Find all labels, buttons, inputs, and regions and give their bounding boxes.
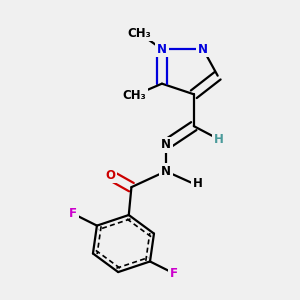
Text: N: N [161, 138, 171, 151]
Text: F: F [170, 267, 178, 280]
Text: O: O [105, 169, 115, 182]
Text: N: N [161, 165, 171, 178]
Text: F: F [69, 207, 77, 220]
Text: H: H [193, 177, 202, 190]
Text: N: N [157, 43, 167, 56]
Text: N: N [198, 43, 208, 56]
Text: CH₃: CH₃ [128, 27, 151, 40]
Text: H: H [214, 133, 224, 146]
Text: CH₃: CH₃ [122, 89, 146, 102]
